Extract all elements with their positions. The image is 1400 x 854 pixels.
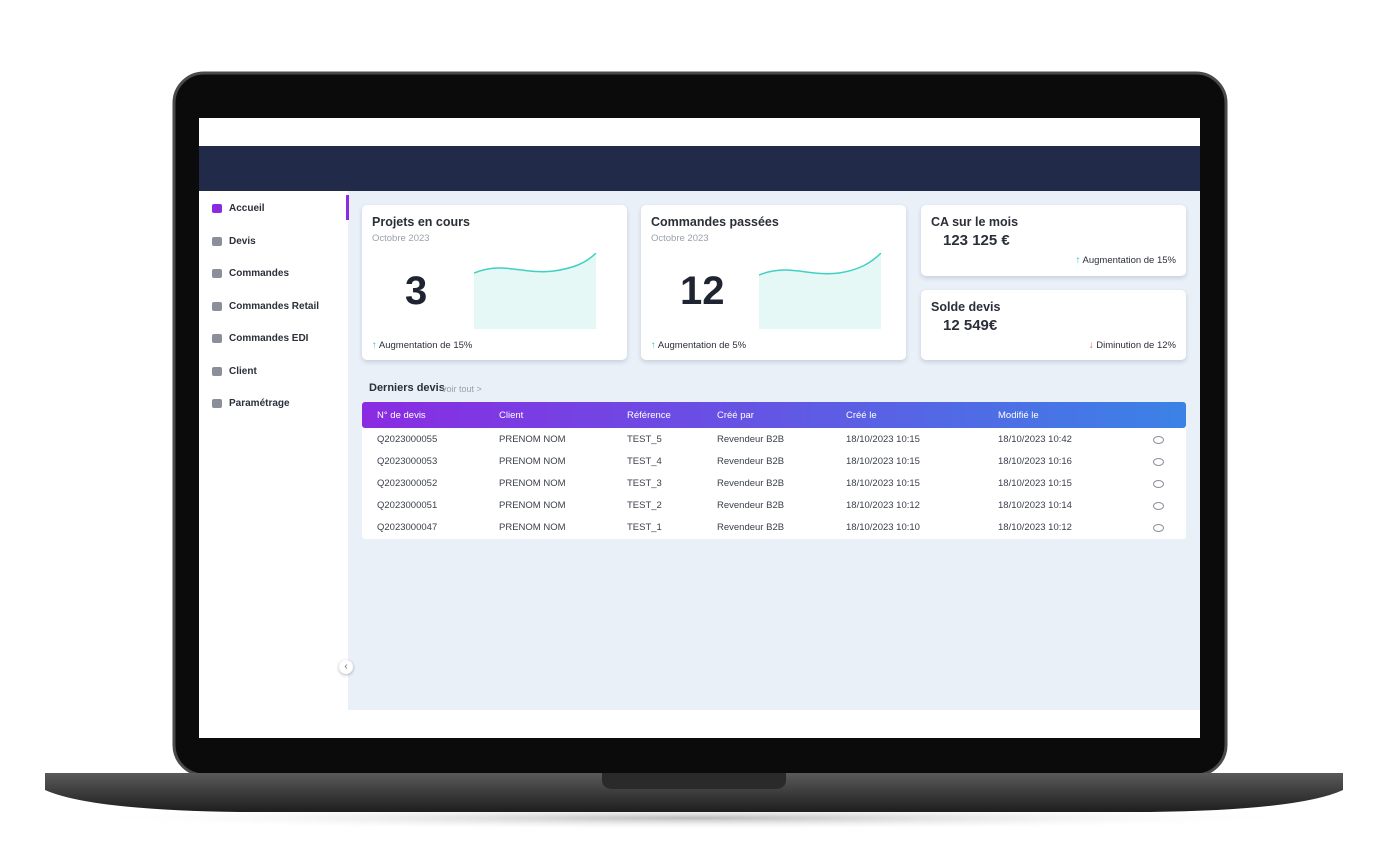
table-cell: 18/10/2023 10:12 [846,500,920,511]
table-cell: PRENOM NOM [499,478,566,489]
column-header: N° de devis [377,410,426,421]
trend-text: Augmentation de 5% [657,340,747,351]
table-cell: TEST_3 [627,478,662,489]
table-cell: Revendeur B2B [717,478,785,489]
column-header: Créé le [846,410,877,421]
card-value: 12 549€ [943,317,998,334]
card-title: Solde devis [931,300,1001,314]
table-cell: Revendeur B2B [717,456,785,467]
card-value: 12 [680,269,725,313]
nav-item[interactable]: Devis [199,234,346,250]
table-cell: 18/10/2023 10:15 [846,456,920,467]
card-trend: ↑ Augmentation de 15% [1075,255,1176,266]
column-header: Modifié le [998,410,1039,421]
nav-icon [212,334,222,343]
view-icon[interactable] [1153,524,1164,532]
nav-item[interactable]: Commandes EDI [199,331,346,347]
nav-label[interactable]: Commandes [229,268,290,279]
table-cell: TEST_1 [627,522,662,533]
card-title: Projets en cours [372,215,470,229]
active-indicator [346,195,349,220]
table-cell: Revendeur B2B [717,522,785,533]
table-cell: TEST_2 [627,500,662,511]
card-value: 3 [405,269,428,313]
nav-label[interactable]: Client [229,365,257,377]
screen: Accueil Devis Commandes Commandes Retail Com… [199,118,1200,738]
nav-item[interactable]: Commandes [199,266,346,282]
table-cell: 18/10/2023 10:15 [846,434,920,445]
nav-item[interactable]: Paramétrage [199,396,346,412]
nav-icon [212,236,222,246]
table-cell: Q2023000051 [377,500,438,511]
view-all-link[interactable]: voir tout > [442,384,482,394]
table-cell: Q2023000052 [377,478,438,489]
trend-text: Diminution de 12% [1096,340,1176,351]
nav-icon [212,301,222,311]
view-icon[interactable] [1153,436,1164,444]
table-cell: 18/10/2023 10:15 [998,478,1072,489]
table-header [362,402,1186,428]
nav-label[interactable]: Paramétrage [229,398,290,409]
header-bar [199,146,1200,191]
trend-text: Augmentation de 15% [378,340,473,351]
table-cell: Q2023000053 [377,456,438,467]
collapse-button[interactable]: ‹ [339,660,353,674]
table-cell: Q2023000055 [377,434,438,445]
table-cell: Revendeur B2B [717,434,785,445]
table-cell: 18/10/2023 10:16 [998,456,1072,467]
nav-icon [212,366,222,376]
table-cell: 18/10/2023 10:10 [846,522,920,533]
table-cell: 18/10/2023 10:12 [998,522,1072,533]
view-icon[interactable] [1153,458,1164,466]
table-cell: TEST_5 [627,434,662,445]
card-title: Commandes passées [651,215,779,229]
nav-item[interactable]: Commandes Retail [199,299,346,315]
nav-label[interactable]: Accueil [229,203,265,214]
card: Commandes passées Octobre 2023 12 ↑ Augm… [641,205,906,360]
table-cell: 18/10/2023 10:15 [846,478,920,489]
card-title: CA sur le mois [931,215,1019,229]
card-trend: ↑ Augmentation de 5% [651,340,747,351]
table-cell: Revendeur B2B [717,500,785,511]
nav-item[interactable]: Accueil [199,201,346,217]
card-subtitle: Octobre 2023 [372,233,430,244]
table-cell: 18/10/2023 10:14 [998,500,1072,511]
nav-label[interactable]: Commandes EDI [229,333,309,344]
table-cell: PRENOM NOM [499,500,566,511]
card: Projets en cours Octobre 2023 3 ↑ Augmen… [362,205,627,360]
column-header: Client [499,410,524,421]
trend-text: Augmentation de 15% [1082,255,1176,266]
table-title: Derniers devis [369,382,445,394]
table-cell: PRENOM NOM [499,456,566,467]
nav-item[interactable]: Client [199,364,346,380]
nav-icon [212,269,222,278]
card-trend: ↑ Augmentation de 15% [372,340,473,351]
table-cell: PRENOM NOM [499,434,566,445]
card-trend: ↓ Diminution de 12% [1088,340,1176,351]
sparkline [474,253,597,329]
card: Solde devis 12 549€ ↓ Diminution de 12% [921,290,1186,360]
view-icon[interactable] [1153,480,1164,488]
column-header: Référence [627,410,671,421]
table-cell: Q2023000047 [377,522,438,533]
table-cell: PRENOM NOM [499,522,566,533]
card: CA sur le mois 123 125 € ↑ Augmentation … [921,205,1186,276]
card-value: 123 125 € [943,232,1010,249]
sparkline [759,253,882,329]
card-subtitle: Octobre 2023 [651,233,709,244]
view-icon[interactable] [1153,502,1164,510]
table-cell: 18/10/2023 10:42 [998,434,1072,445]
nav-icon [212,204,222,213]
table-cell: TEST_4 [627,456,662,467]
nav-label[interactable]: Commandes Retail [229,300,320,312]
nav-icon [212,399,222,408]
column-header: Créé par [717,410,754,421]
nav-label[interactable]: Devis [229,235,256,247]
